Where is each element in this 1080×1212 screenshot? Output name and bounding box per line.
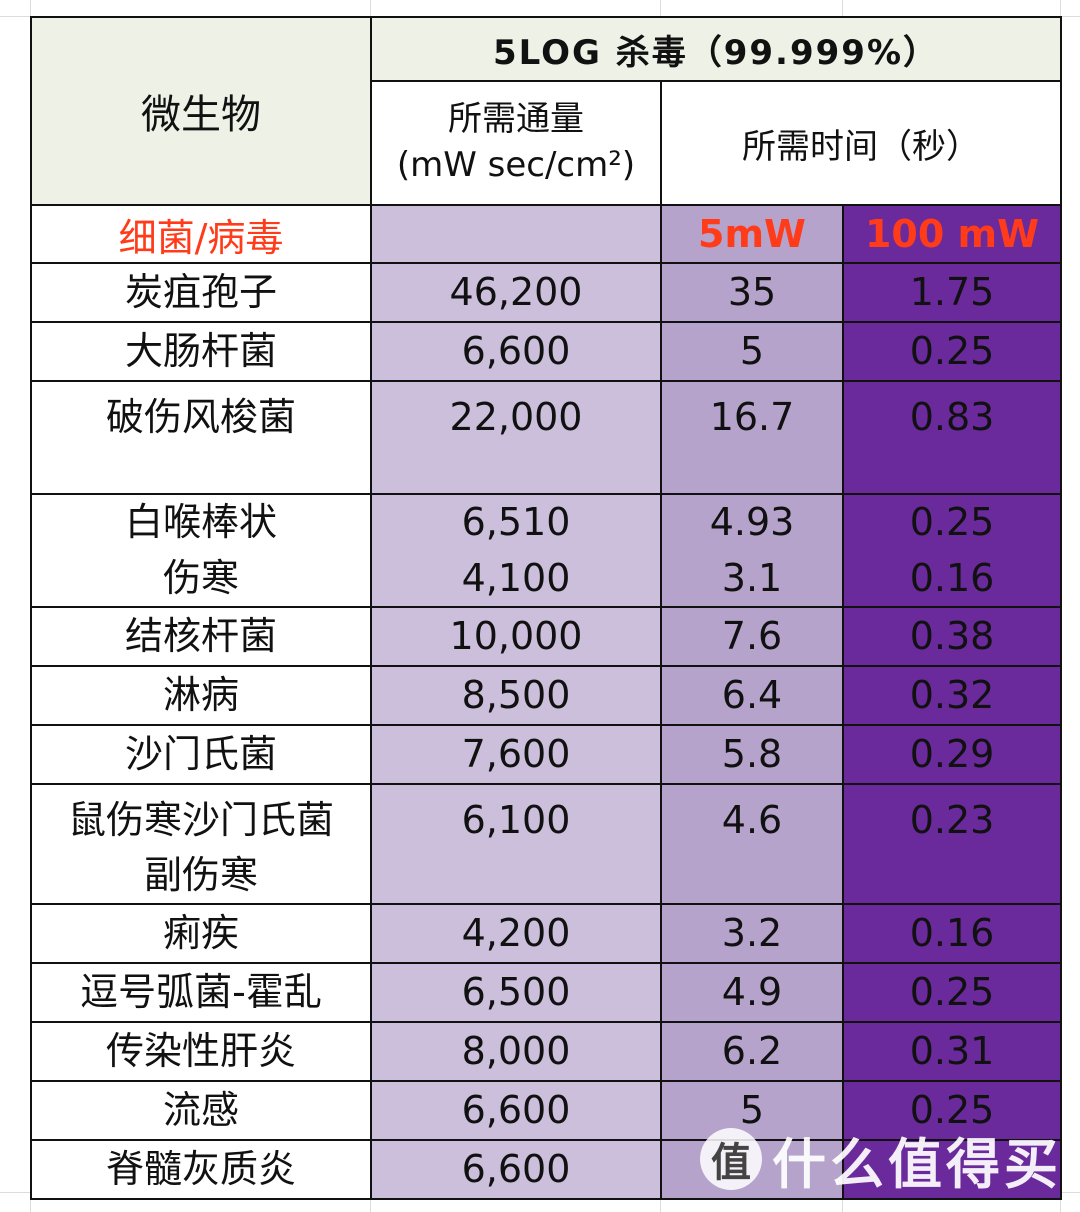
time-column-header: 所需时间（秒）: [660, 80, 1062, 206]
time-100mw-value: 0.16: [909, 555, 995, 600]
disinfection-table: 微生物 5LOG 杀毒（99.999%） 所需通量 (mW sec/cm²) 所…: [30, 16, 1062, 1201]
time-5mw-value: 4.9: [660, 962, 844, 1024]
flux-value: 4,100: [461, 555, 571, 600]
time-100mw-value: 0.25: [842, 321, 1062, 382]
power-100mw-header: 100 mW: [842, 204, 1062, 264]
flux-value: 46,200: [370, 262, 662, 323]
table-row: 痢疾 4,200 3.2 0.16: [30, 903, 1062, 965]
time-5mw-value: [660, 1139, 844, 1201]
microbe-name: 沙门氏菌: [30, 724, 372, 785]
table-row: 炭疽孢子 46,200 35 1.75: [30, 262, 1062, 323]
table-row: 脊髓灰质炎 6,600: [30, 1139, 1062, 1201]
time-5mw-value: 5: [660, 1080, 844, 1142]
microbe-name: 鼠伤寒沙门氏菌: [67, 798, 334, 842]
time-5mw-value: 5.8: [660, 724, 844, 785]
time-5mw-value: 4.93: [709, 500, 795, 545]
time-100mw-value: 0.31: [842, 1021, 1062, 1083]
time-100mw-value: 0.25: [842, 962, 1062, 1024]
microbe-name-pair: 白喉棒状 伤寒: [30, 493, 372, 608]
flux-header-line1: 所需通量: [448, 99, 584, 140]
time-100mw-value: 0.25: [909, 500, 995, 545]
table-row: 大肠杆菌 6,600 5 0.25: [30, 321, 1062, 382]
power-5mw-header: 5mW: [660, 204, 844, 264]
flux-value: 6,100: [370, 782, 662, 906]
time-5mw-value: 4.6: [660, 782, 844, 906]
time-5mw-value: 7.6: [660, 606, 844, 667]
microbe-name: 逗号弧菌-霍乱: [30, 962, 372, 1024]
flux-value: 6,600: [370, 321, 662, 382]
flux-value: 8,500: [370, 665, 662, 726]
disinfection-table-container: 微生物 5LOG 杀毒（99.999%） 所需通量 (mW sec/cm²) 所…: [30, 16, 1062, 1201]
microbe-name-pair: 鼠伤寒沙门氏菌 副伤寒: [30, 782, 372, 906]
flux-value: 8,000: [370, 1021, 662, 1083]
time-100mw-value: 0.25: [842, 1080, 1062, 1142]
time-100mw-value: [842, 1139, 1062, 1201]
flux-value: 7,600: [370, 724, 662, 785]
microbe-name: 结核杆菌: [30, 606, 372, 667]
flux-value: 6,600: [370, 1080, 662, 1142]
time-100mw-value: 0.23: [842, 782, 1062, 906]
table-row: 流感 6,600 5 0.25: [30, 1080, 1062, 1142]
microbe-name: 破伤风梭菌: [30, 380, 372, 495]
flux-value: 22,000: [370, 380, 662, 495]
microbe-name: 炭疽孢子: [30, 262, 372, 323]
time-5mw-value: 16.7: [660, 380, 844, 495]
flux-value: 4,200: [370, 903, 662, 965]
microbe-column-header: 微生物: [30, 16, 372, 206]
time-100mw-value: 0.32: [842, 665, 1062, 726]
category-label: 细菌/病毒: [30, 204, 372, 264]
microbe-name: 大肠杆菌: [30, 321, 372, 382]
time-100mw-value: 0.38: [842, 606, 1062, 667]
flux-column-header: 所需通量 (mW sec/cm²): [370, 80, 662, 206]
table-row: 破伤风梭菌 22,000 16.7 0.83: [30, 380, 1062, 495]
microbe-name: 白喉棒状: [124, 500, 277, 545]
time-5mw-value-pair: 4.93 3.1: [660, 493, 844, 608]
table-row: 鼠伤寒沙门氏菌 副伤寒 6,100 4.6 0.23: [30, 782, 1062, 906]
time-100mw-value: 1.75: [842, 262, 1062, 323]
time-5mw-value: 35: [660, 262, 844, 323]
category-flux-cell: [370, 204, 662, 264]
flux-value: 6,510: [461, 500, 571, 545]
time-100mw-value: 0.16: [842, 903, 1062, 965]
microbe-name: 淋病: [30, 665, 372, 726]
flux-value: 10,000: [370, 606, 662, 667]
table-row: 淋病 8,500 6.4 0.32: [30, 665, 1062, 726]
table-title: 5LOG 杀毒（99.999%）: [370, 16, 1062, 82]
time-5mw-value: 3.2: [660, 903, 844, 965]
table-row: 沙门氏菌 7,600 5.8 0.29: [30, 724, 1062, 785]
table-row: 白喉棒状 伤寒 6,510 4,100 4.93 3.1 0.25 0.16: [30, 493, 1062, 608]
time-100mw-value: 0.83: [842, 380, 1062, 495]
time-5mw-value: 3.1: [721, 555, 783, 600]
flux-value-pair: 6,510 4,100: [370, 493, 662, 608]
microbe-name: 伤寒: [162, 555, 239, 600]
category-row: 细菌/病毒 5mW 100 mW: [30, 204, 1062, 264]
table-row: 逗号弧菌-霍乱 6,500 4.9 0.25: [30, 962, 1062, 1024]
microbe-name: 痢疾: [30, 903, 372, 965]
flux-value: 6,600: [370, 1139, 662, 1201]
time-5mw-value: 5: [660, 321, 844, 382]
microbe-name: 传染性肝炎: [30, 1021, 372, 1083]
table-row: 结核杆菌 10,000 7.6 0.38: [30, 606, 1062, 667]
table-row: 传染性肝炎 8,000 6.2 0.31: [30, 1021, 1062, 1083]
time-5mw-value: 6.2: [660, 1021, 844, 1083]
flux-value: 6,500: [370, 962, 662, 1024]
time-100mw-value-pair: 0.25 0.16: [842, 493, 1062, 608]
time-5mw-value: 6.4: [660, 665, 844, 726]
microbe-name: 副伤寒: [143, 853, 258, 898]
microbe-name: 脊髓灰质炎: [30, 1139, 372, 1201]
time-100mw-value: 0.29: [842, 724, 1062, 785]
microbe-name: 流感: [30, 1080, 372, 1142]
flux-header-unit: (mW sec/cm²): [396, 145, 636, 185]
